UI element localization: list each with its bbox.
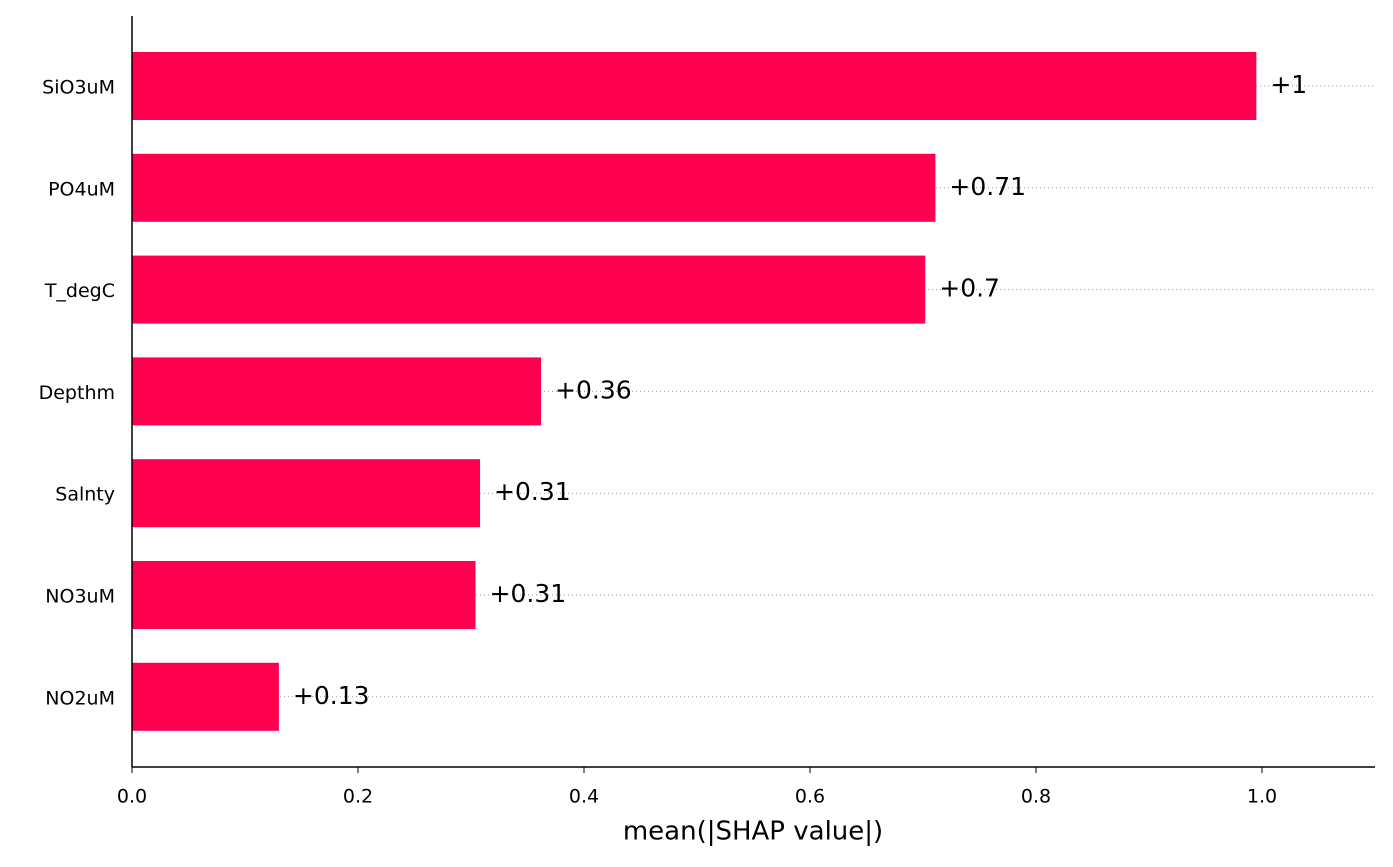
bar [132, 153, 936, 222]
value-label: +0.13 [293, 681, 370, 710]
y-tick-label: T_degC [44, 280, 115, 302]
value-label: +0.71 [949, 172, 1026, 201]
y-tick-label: NO2uM [45, 687, 115, 709]
x-tick-label: 1.0 [1247, 786, 1277, 808]
x-tick-label: 0.4 [569, 786, 599, 808]
y-tick-label: Salnty [55, 484, 115, 506]
y-tick-label: NO3uM [45, 586, 115, 608]
y-tick-label: PO4uM [48, 178, 115, 200]
bar [132, 561, 476, 629]
bar [132, 662, 279, 731]
x-tick-label: 0.6 [795, 786, 825, 808]
x-tick-label: 0.2 [343, 786, 373, 808]
value-label: +0.31 [490, 579, 567, 608]
bar [132, 459, 481, 528]
y-tick-label: Depthm [39, 382, 115, 404]
y-tick-label: SiO3uM [42, 77, 115, 99]
value-label: +0.31 [494, 477, 571, 506]
bar [132, 52, 1257, 120]
value-label: +0.7 [939, 274, 1000, 303]
bar [132, 255, 926, 324]
x-axis-label: mean(|SHAP value|) [623, 817, 883, 847]
value-label: +0.36 [555, 375, 632, 404]
x-tick-label: 0.8 [1021, 786, 1051, 808]
x-tick-label: 0.0 [117, 786, 147, 808]
bar [132, 357, 542, 426]
value-label: +1 [1270, 70, 1307, 99]
